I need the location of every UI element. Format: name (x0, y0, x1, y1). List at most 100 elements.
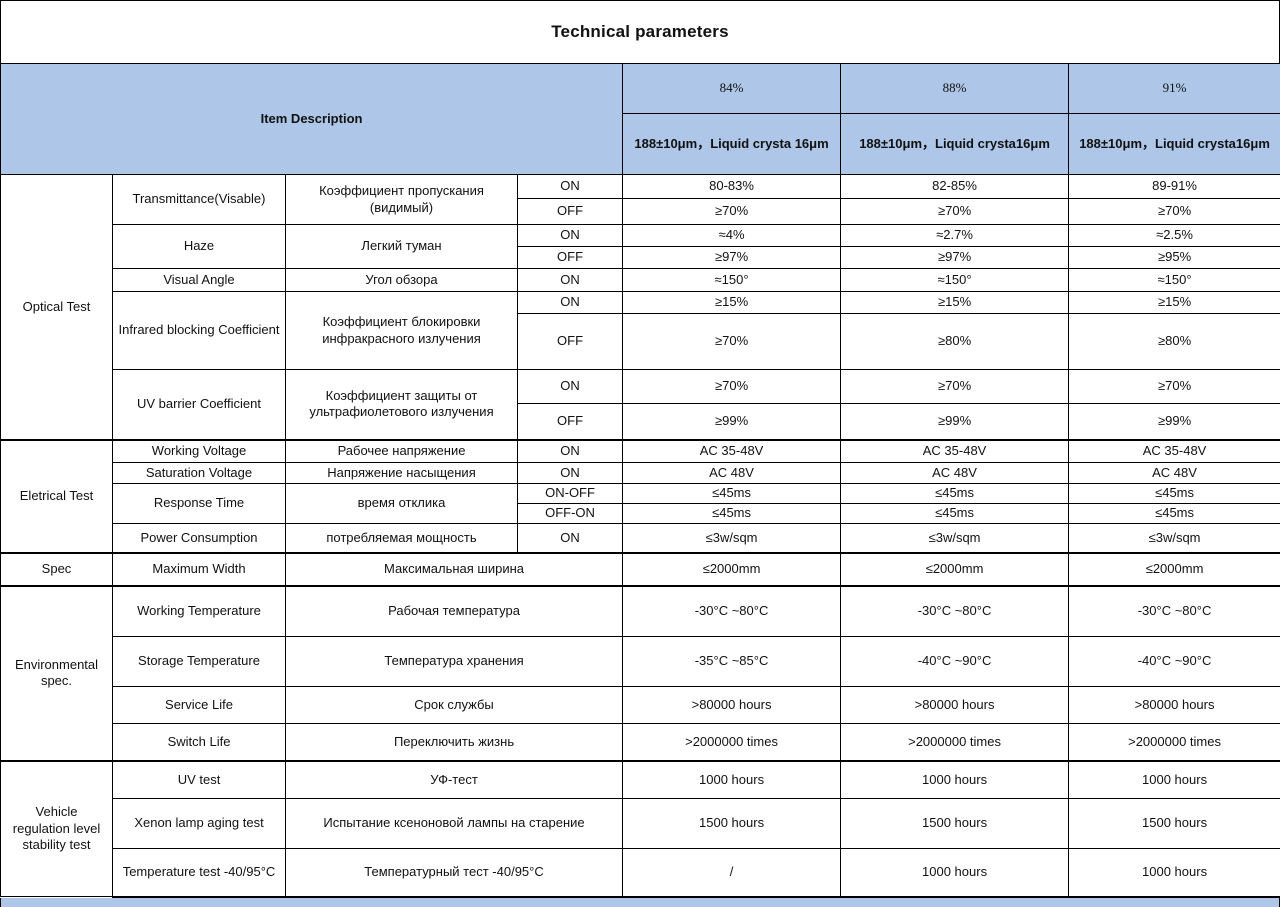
haze-on-value-2: ≈2.7% (840, 224, 1070, 247)
transmittance-on-state: ON (516, 174, 624, 199)
infrared-off-state: OFF (516, 313, 624, 370)
working-voltage-value-3: AC 35-48V (1068, 438, 1280, 463)
max-width-en-label: Maximum Width (112, 551, 286, 586)
service-life-value-1: >80000 hours (622, 686, 842, 724)
saturation-voltage-en-label: Saturation Voltage (112, 462, 286, 484)
response-time-onoff-state: ON-OFF (516, 483, 624, 504)
working-temp-en-label: Working Temperature (112, 584, 286, 637)
vehicle-test-category: Vehicle regulation level stability test (0, 759, 113, 897)
product-2-transmittance-header: 88% (840, 63, 1070, 114)
temp-test-en-label: Temperature test -40/95°C (112, 848, 286, 898)
optical-test-category: Optical Test (0, 174, 113, 440)
environmental-spec-category: Environmental spec. (0, 584, 113, 761)
storage-temp-value-2: -40°C ~90°C (840, 636, 1070, 687)
haze-off-value-2: ≥97% (840, 246, 1070, 269)
product-2-spec-header: 188±10μm，Liquid crysta16μm (840, 113, 1070, 175)
infrared-on-value-3: ≥15% (1068, 291, 1280, 314)
infrared-on-value-2: ≥15% (840, 291, 1070, 314)
transmittance-on-value-3: 89-91% (1068, 174, 1280, 199)
visual-angle-on-value-2: ≈150° (840, 268, 1070, 292)
working-temp-value-3: -30°C ~80°C (1068, 584, 1280, 637)
working-voltage-en-label: Working Voltage (112, 438, 286, 463)
uv-barrier-on-state: ON (516, 369, 624, 404)
storage-temp-ru-label: Температура хранения (284, 636, 624, 687)
saturation-voltage-value-2: AC 48V (840, 462, 1070, 484)
working-voltage-ru-label: Рабочее напряжение (285, 438, 518, 463)
power-consumption-value-2: ≤3w/sqm (840, 523, 1070, 553)
transmittance-off-state: OFF (516, 198, 624, 225)
response-time-offon-state: OFF-ON (516, 503, 624, 524)
infrared-en-label: Infrared blocking Coefficient (112, 291, 286, 370)
service-life-en-label: Service Life (112, 686, 286, 724)
transmittance-en-label: Transmittance(Visable) (112, 174, 286, 225)
power-consumption-ru-label: потребляемая мощность (285, 523, 518, 553)
response-time-onoff-value-2: ≤45ms (840, 483, 1070, 504)
working-voltage-on-state: ON (516, 438, 624, 463)
haze-on-value-3: ≈2.5% (1068, 224, 1280, 247)
response-time-en-label: Response Time (112, 483, 286, 524)
uv-test-value-1: 1000 hours (622, 759, 842, 799)
electrical-test-category: Eletrical Test (0, 438, 113, 553)
saturation-voltage-on-state: ON (516, 462, 624, 484)
uv-barrier-off-state: OFF (516, 403, 624, 440)
response-time-onoff-value-3: ≤45ms (1068, 483, 1280, 504)
temp-test-ru-label: Температурный тест -40/95°C (284, 848, 624, 898)
uv-barrier-on-value-3: ≥70% (1068, 369, 1280, 404)
uv-test-value-3: 1000 hours (1068, 759, 1280, 799)
service-life-value-3: >80000 hours (1068, 686, 1280, 724)
transmittance-off-value-3: ≥70% (1068, 198, 1280, 225)
working-temp-value-2: -30°C ~80°C (840, 584, 1070, 637)
service-life-ru-label: Срок службы (284, 686, 624, 724)
saturation-voltage-value-3: AC 48V (1068, 462, 1280, 484)
switch-life-value-3: >2000000 times (1068, 723, 1280, 761)
product-3-spec-header: 188±10μm，Liquid crysta16μm (1068, 113, 1280, 175)
working-voltage-value-2: AC 35-48V (840, 438, 1070, 463)
storage-temp-en-label: Storage Temperature (112, 636, 286, 687)
response-time-onoff-value-1: ≤45ms (622, 483, 842, 504)
switch-life-value-1: >2000000 times (622, 723, 842, 761)
haze-ru-label: Легкий туман (285, 224, 518, 269)
haze-off-value-1: ≥97% (622, 246, 842, 269)
power-consumption-value-3: ≤3w/sqm (1068, 523, 1280, 553)
temp-test-value-1: / (622, 848, 842, 898)
haze-off-state: OFF (516, 246, 624, 269)
temp-test-value-2: 1000 hours (840, 848, 1070, 898)
haze-on-value-1: ≈4% (622, 224, 842, 247)
response-time-ru-label: время отклика (285, 483, 518, 524)
visual-angle-on-value-3: ≈150° (1068, 268, 1280, 292)
product-1-transmittance-header: 84% (622, 63, 842, 114)
working-voltage-value-1: AC 35-48V (622, 438, 842, 463)
product-1-spec-header: 188±10μm，Liquid crysta 16μm (622, 113, 842, 175)
parameters-table: Item Description 84% 88% 91% 188±10μm，Li… (0, 63, 1280, 898)
uv-barrier-on-value-2: ≥70% (840, 369, 1070, 404)
switch-life-ru-label: Переключить жизнь (284, 723, 624, 761)
power-consumption-on-state: ON (516, 523, 624, 553)
response-time-offon-value-1: ≤45ms (622, 503, 842, 524)
switch-life-en-label: Switch Life (112, 723, 286, 761)
working-temp-value-1: -30°C ~80°C (622, 584, 842, 637)
infrared-on-state: ON (516, 291, 624, 314)
infrared-on-value-1: ≥15% (622, 291, 842, 314)
xenon-test-value-1: 1500 hours (622, 798, 842, 849)
uv-test-value-2: 1000 hours (840, 759, 1070, 799)
uv-barrier-off-value-1: ≥99% (622, 403, 842, 440)
transmittance-on-value-1: 80-83% (622, 174, 842, 199)
uv-barrier-off-value-3: ≥99% (1068, 403, 1280, 440)
infrared-off-value-3: ≥80% (1068, 313, 1280, 370)
footer-bar (0, 897, 1280, 907)
visual-angle-en-label: Visual Angle (112, 268, 286, 292)
max-width-value-1: ≤2000mm (622, 551, 842, 586)
visual-angle-on-value-1: ≈150° (622, 268, 842, 292)
power-consumption-value-1: ≤3w/sqm (622, 523, 842, 553)
spec-category: Spec (0, 551, 113, 586)
transmittance-ru-label: Коэффициент пропускания (видимый) (285, 174, 518, 225)
max-width-value-3: ≤2000mm (1068, 551, 1280, 586)
working-temp-ru-label: Рабочая температура (284, 584, 624, 637)
xenon-test-en-label: Xenon lamp aging test (112, 798, 286, 849)
uv-test-ru-label: УФ-тест (284, 759, 624, 799)
visual-angle-ru-label: Угол обзора (285, 268, 518, 292)
saturation-voltage-ru-label: Напряжение насыщения (285, 462, 518, 484)
xenon-test-ru-label: Испытание ксеноновой лампы на старение (284, 798, 624, 849)
max-width-value-2: ≤2000mm (840, 551, 1070, 586)
